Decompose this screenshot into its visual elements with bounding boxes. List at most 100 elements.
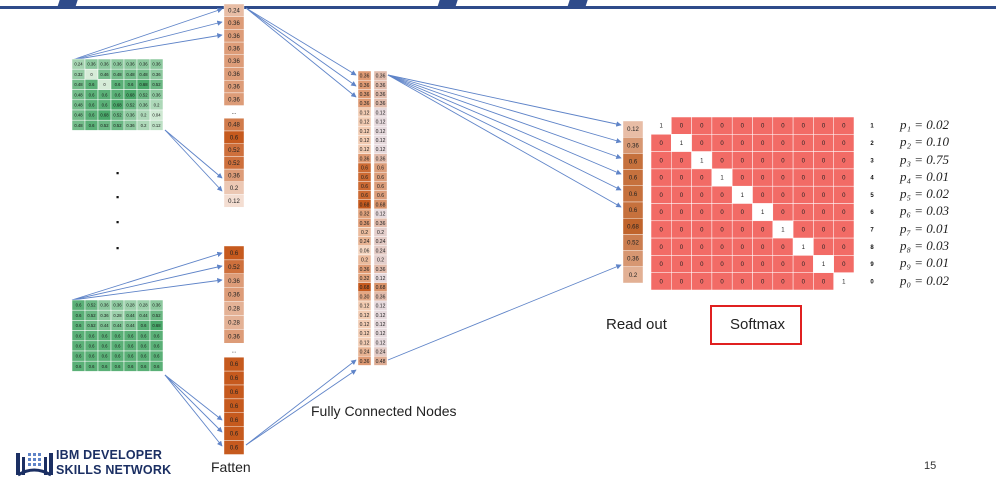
matrix-cell-label: 0.6 bbox=[89, 103, 95, 108]
connection-arrow bbox=[245, 7, 357, 76]
softmax-cell-label: 0 bbox=[802, 141, 806, 147]
softmax-cell-label: 0 bbox=[741, 141, 745, 147]
probability-item: p₆ = 0.03 bbox=[900, 203, 950, 219]
column-cell-label: 0.36 bbox=[228, 59, 240, 65]
input-matrix-top: 0.24 0.36 0.36 0.36 0.36 0.36 0.36 0.32 0 0.46 0.4… bbox=[71, 58, 164, 131]
matrix-cell-label: 0.6 bbox=[102, 354, 108, 359]
matrix-cell-label: 0.6 bbox=[102, 344, 108, 349]
softmax-cell-label: 1 bbox=[741, 193, 745, 199]
connection-arrow bbox=[387, 74, 622, 175]
column-cell-label: 0.12 bbox=[376, 304, 386, 310]
column-cell-label: 0.36 bbox=[360, 83, 370, 89]
column-cell-label: 0.28 bbox=[228, 307, 240, 313]
matrix-cell-label: 0.6 bbox=[128, 364, 134, 369]
matrix-cell-label: 0.6 bbox=[76, 333, 82, 338]
softmax-cell-label: 0 bbox=[822, 227, 826, 233]
softmax-cell-label: 0 bbox=[720, 279, 724, 285]
column-cell-label: 0.12 bbox=[360, 340, 370, 346]
column-cell-label: 0.12 bbox=[360, 304, 370, 310]
softmax-cell-label: 0 bbox=[781, 279, 785, 285]
softmax-cell-label: 0 bbox=[700, 141, 704, 147]
column-cell-label: 0.12 bbox=[360, 120, 370, 126]
class-label: 3 bbox=[870, 158, 874, 164]
matrix-cell-label: 0.6 bbox=[128, 82, 134, 87]
column-cell-label: 0.36 bbox=[376, 156, 386, 162]
connection-arrow bbox=[387, 264, 622, 361]
matrix-cell-label: 0.6 bbox=[154, 364, 160, 369]
matrix-cell-label: 0.36 bbox=[126, 62, 135, 67]
fatten-label: Fatten bbox=[211, 459, 251, 475]
matrix-cell-label: 0.44 bbox=[126, 313, 135, 318]
matrix-cell-label: 0.6 bbox=[115, 92, 121, 97]
matrix-cell-label: 0.28 bbox=[126, 303, 135, 308]
matrix-cell-label: 0.36 bbox=[152, 72, 161, 77]
matrix-cell-label: 0.6 bbox=[141, 354, 147, 359]
softmax-cell-label: 0 bbox=[761, 193, 765, 199]
column-cell bbox=[373, 356, 388, 366]
column-cell-label: 0.6 bbox=[361, 175, 368, 181]
softmax-cell-label: 0 bbox=[700, 245, 704, 251]
softmax-cell-label: 0 bbox=[781, 193, 785, 199]
column-cell-label: 0.36 bbox=[228, 334, 240, 340]
softmax-cell-label: 0 bbox=[761, 124, 765, 130]
column-cell-label: 0.2 bbox=[377, 258, 384, 264]
softmax-cell-label: 0 bbox=[741, 245, 745, 251]
column-cell-label: 0.36 bbox=[376, 101, 386, 107]
column-cell-label: 0.36 bbox=[376, 74, 386, 80]
softmax-cell-label: 0 bbox=[659, 158, 663, 164]
fully-connected-label: Fully Connected Nodes bbox=[311, 403, 457, 419]
softmax-cell-label: 0 bbox=[781, 158, 785, 164]
column-cell-label: 0.6 bbox=[230, 404, 239, 410]
matrix-cell-label: 0 bbox=[90, 72, 93, 77]
softmax-cell-label: 0 bbox=[680, 279, 684, 285]
column-cell-label: 0.6 bbox=[230, 135, 239, 141]
connection-arrow bbox=[245, 7, 357, 98]
softmax-cell-label: 0 bbox=[659, 245, 663, 251]
column-cell bbox=[357, 356, 372, 366]
softmax-grid: 1 0 0 0 0 0 0 0 0 0 1 0 1 0 0 0 0 0 0 0 0 2 0 0 1 0 0 0 0 0 0 0 3 0 0 0 1 0 0 0… bbox=[650, 116, 874, 291]
matrix-cell-label: 0.68 bbox=[152, 323, 161, 328]
softmax-cell-label: 0 bbox=[720, 210, 724, 216]
matrix-cell-label: 0.6 bbox=[102, 333, 108, 338]
matrix-cell-label: 0.36 bbox=[152, 92, 161, 97]
softmax-cell-label: 0 bbox=[700, 193, 704, 199]
probability-item: p₀ = 0.02 bbox=[900, 272, 950, 288]
softmax-cell-label: 1 bbox=[802, 245, 806, 251]
softmax-cell-label: 0 bbox=[842, 176, 846, 182]
softmax-cell-label: 0 bbox=[822, 124, 826, 130]
softmax-cell-label: 0 bbox=[842, 158, 846, 164]
column-cell-label: 0.52 bbox=[627, 241, 639, 247]
softmax-cell-label: 0 bbox=[781, 141, 785, 147]
matrix-cell-label: 0.68 bbox=[126, 92, 135, 97]
softmax-cell-label: 0 bbox=[761, 141, 765, 147]
class-label: 7 bbox=[870, 227, 874, 233]
connection-arrow bbox=[164, 374, 223, 433]
matrix-cell bbox=[149, 119, 164, 131]
softmax-cell-label: 0 bbox=[680, 193, 684, 199]
matrix-cell-label: 0.44 bbox=[139, 313, 148, 318]
softmax-cell-label: 0 bbox=[761, 176, 765, 182]
column-cell-label: 0.2 bbox=[361, 230, 368, 236]
softmax-cell-label: 0 bbox=[802, 227, 806, 233]
column-cell-label: 0.36 bbox=[360, 74, 370, 80]
matrix-cell-label: 0.44 bbox=[100, 323, 109, 328]
softmax-cell-label: 0 bbox=[680, 262, 684, 268]
connection-arrow bbox=[164, 374, 223, 421]
matrix-cell-label: 0.52 bbox=[113, 123, 122, 128]
column-cell bbox=[223, 194, 245, 208]
softmax-cell-label: 1 bbox=[659, 124, 663, 130]
column-cell-label: 0.32 bbox=[360, 276, 370, 282]
arrow-layer bbox=[71, 7, 622, 447]
column-cell-label: 0.6 bbox=[230, 390, 239, 396]
softmax-cell-label: 0 bbox=[700, 210, 704, 216]
column-cell-label: 0.6 bbox=[377, 184, 384, 190]
matrix-layer: 0.24 0.36 0.36 0.36 0.36 0.36 0.360.32 0 0.46 0.4… bbox=[71, 3, 874, 455]
matrix-cell-label: 0.6 bbox=[89, 82, 95, 87]
column-cell-label: 0.36 bbox=[228, 279, 240, 285]
column-cell-label: 0.52 bbox=[228, 161, 240, 167]
column-cell-label: 0.36 bbox=[228, 293, 240, 299]
column-cell-label: 0.2 bbox=[230, 186, 239, 192]
connection-arrow bbox=[71, 264, 223, 301]
column-cell-label: 0.36 bbox=[228, 85, 240, 91]
matrix-cell-label: 0.6 bbox=[154, 344, 160, 349]
